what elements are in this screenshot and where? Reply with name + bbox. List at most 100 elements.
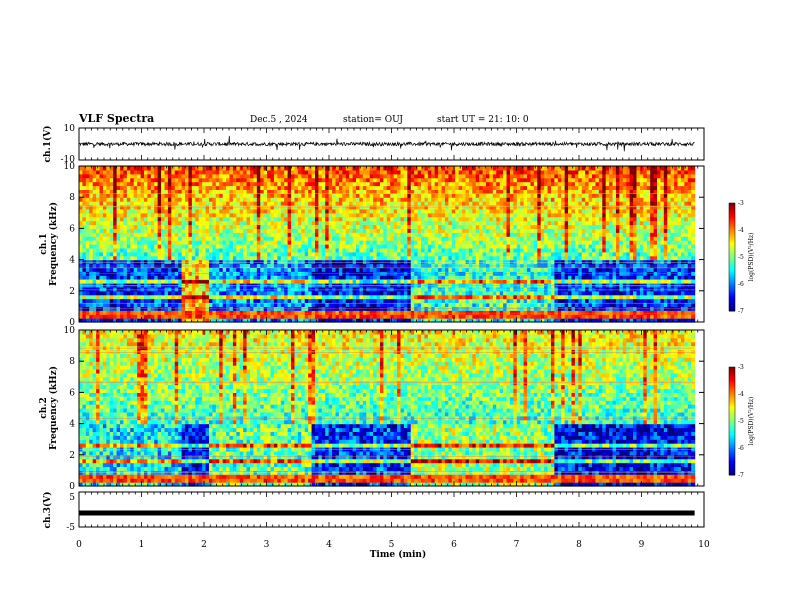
colorbar-cell [729, 466, 735, 469]
colorbar-cell [729, 419, 735, 422]
colorbar-cell [729, 395, 735, 399]
colorbar-cell [729, 224, 735, 227]
colorbar-cell [729, 368, 735, 372]
colorbar-cell [729, 458, 735, 462]
time-tick-label: 3 [264, 540, 270, 550]
ch2-spectrogram-ylabel-line1: ch.2 [39, 397, 49, 418]
colorbar-cell [729, 467, 735, 471]
colorbar-tick-label: -3 [738, 364, 744, 371]
time-tick-label: 6 [451, 540, 457, 550]
colorbar-cell [729, 392, 735, 395]
colorbar-cell [729, 448, 735, 451]
colorbar-cell [729, 460, 735, 463]
colorbar-cell [729, 210, 735, 213]
colorbar-cell [729, 248, 735, 251]
time-tick-label: 1 [139, 540, 145, 550]
freq-tick-label: 4 [69, 420, 75, 430]
freq-tick-label: 6 [69, 388, 75, 398]
freq-tick-label: 0 [69, 482, 75, 492]
colorbar-cell [729, 240, 735, 244]
colorbar-cell [729, 367, 735, 370]
ch2-spectrogram-ylabel-line2: Frequency (kHz) [48, 366, 59, 450]
colorbar-cell [729, 377, 735, 381]
ch3-trace-frame [78, 491, 705, 528]
time-axis-label: Time (min) [370, 549, 427, 560]
time-tick-label: 10 [698, 540, 710, 550]
ch2-colorbar: -3 -4 -5 -6 -7 log(PSD)(V²/Hz) [728, 364, 755, 479]
colorbar-cell [729, 397, 735, 400]
freq-tick-label: 6 [69, 224, 75, 234]
colorbar-cell [729, 430, 735, 433]
colorbar-cell [729, 230, 735, 233]
colorbar-cell [729, 291, 735, 294]
colorbar-cell [729, 246, 735, 249]
colorbar-cell [729, 394, 735, 397]
colorbar-cell [729, 235, 735, 238]
time-tick-label: 2 [201, 540, 207, 550]
colorbar-cell [729, 309, 735, 312]
colorbar-cell [729, 428, 735, 431]
colorbar-cell [729, 413, 735, 417]
colorbar-cell [729, 204, 735, 208]
colorbar-cell [729, 231, 735, 235]
colorbar-cell [729, 253, 735, 256]
colorbar-cell [729, 264, 735, 267]
colorbar-tick-label: -5 [738, 254, 744, 261]
colorbar-cell [729, 372, 735, 375]
colorbar-cell [729, 212, 735, 215]
colorbar-cell [729, 383, 735, 386]
freq-tick-label: 8 [69, 193, 75, 203]
colorbar-cell [729, 298, 735, 301]
colorbar-cell [729, 258, 735, 262]
colorbar-cell [729, 266, 735, 269]
colorbar-cell [729, 417, 735, 420]
freq-tick-label: 10 [64, 326, 76, 336]
colorbar-cell [729, 276, 735, 280]
colorbar-cell [729, 386, 735, 390]
colorbar-cell [729, 249, 735, 253]
colorbar-cell [729, 269, 735, 272]
colorbar-cell [729, 267, 735, 271]
time-tick-label: 9 [639, 540, 645, 550]
ch1-waveform-line [79, 135, 695, 152]
freq-tick-label: 0 [69, 318, 75, 328]
colorbar-cell [729, 455, 735, 458]
colorbar-cell [729, 401, 735, 404]
freq-tick-label: 2 [69, 451, 75, 461]
colorbar-cell [729, 302, 735, 305]
freq-tick-label: 8 [69, 357, 75, 367]
colorbar-cell [729, 422, 735, 426]
colorbar-cell [729, 233, 735, 236]
colorbar-cell [729, 426, 735, 429]
ch1-colorbar: -3 -4 -5 -6 -7 log(PSD)(V²/Hz) [728, 200, 755, 315]
colorbar-tick-label: -7 [738, 308, 744, 315]
colorbar-cell [729, 262, 735, 265]
colorbar-cell [729, 215, 735, 218]
colorbar-cell [729, 293, 735, 296]
time-axis-labels: 0 1 2 3 4 5 6 7 8 9 10 [76, 540, 710, 550]
time-tick-label: 4 [326, 540, 332, 550]
colorbar-cell [729, 469, 735, 472]
colorbar-cell [729, 296, 735, 299]
colorbar-cell [729, 437, 735, 440]
ch1-waveform-ylabel: ch.1(V) [42, 126, 53, 163]
colorbar-cell [729, 462, 735, 465]
colorbar-cell [729, 228, 735, 231]
colorbar-cell [729, 303, 735, 307]
colorbar-cell [729, 376, 735, 379]
colorbar-cell [729, 403, 735, 406]
colorbar-cell [729, 307, 735, 310]
colorbar-cell [729, 406, 735, 409]
colorbar-cell [729, 457, 735, 460]
colorbar-cell [729, 440, 735, 444]
colorbar-cell [729, 305, 735, 308]
ch1-spectrogram-image [79, 166, 696, 323]
colorbar-cell [729, 226, 735, 229]
colorbar-cell [729, 244, 735, 247]
colorbar-cell [729, 444, 735, 447]
colorbar-cell [729, 275, 735, 278]
colorbar-tick-label: -6 [738, 445, 744, 452]
colorbar-cell [729, 435, 735, 438]
colorbar-cell [729, 464, 735, 467]
colorbar-cell [729, 273, 735, 276]
